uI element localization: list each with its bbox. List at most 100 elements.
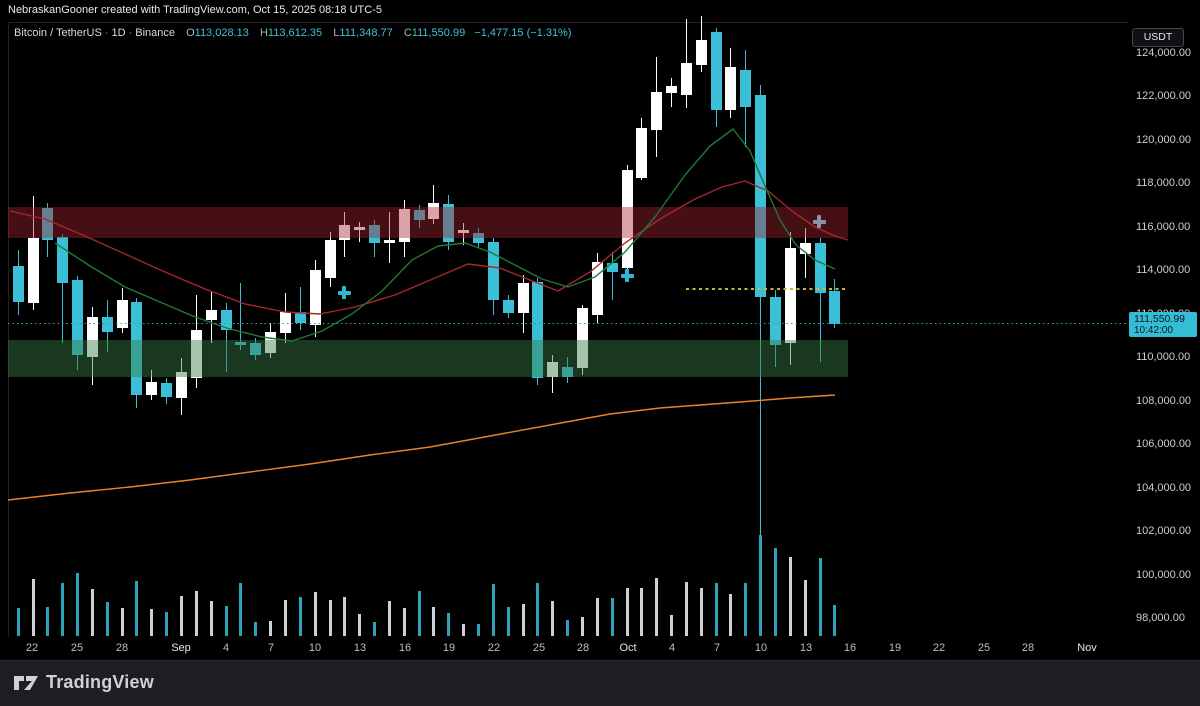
symbol-title[interactable]: Bitcoin / TetherUS [14,27,102,39]
time-axis-label: 13 [799,642,813,654]
volume-bar [684,582,688,636]
candle [220,309,232,330]
candle [279,311,291,333]
volume-bar [610,598,614,636]
candle [27,237,39,303]
candle-wick [463,222,465,245]
ohlc-close-key: C [403,27,412,39]
candle [339,224,351,240]
volume-bar [551,601,555,636]
candle [562,366,574,377]
candle [680,62,692,95]
tradingview-logo[interactable]: TradingView [13,672,154,693]
candle-wick [240,282,242,350]
candle [443,203,455,242]
currency-toggle-button[interactable]: USDT [1132,28,1184,47]
volume-bar [209,601,213,636]
candle [250,342,262,355]
time-axis-label: 4 [222,642,230,654]
time-axis[interactable]: 22 25 28 Sep 4 7 10 13 16 19 22 25 28 Oct 4 7 10 13 16 19 22… [0,637,1200,660]
time-axis-label: 22 [932,642,946,654]
volume-bar [328,600,332,636]
last-price-value: 111,550.99 [1134,312,1185,325]
price-axis-label: 104,000.00 [1136,481,1192,494]
volume-bar [833,605,837,636]
time-axis-label: 25 [977,642,991,654]
candle [309,269,321,325]
volume-bar [194,591,198,636]
time-axis-label: 25 [70,642,84,654]
candle [547,361,559,377]
candle [413,209,425,220]
volume-bar [180,596,183,636]
candle-wick [359,221,361,242]
volume-bar [254,622,258,636]
volume-bar [699,588,703,636]
price-axis[interactable]: USDT 111,550.99 10:42:00 124,000.00 122,0… [1128,22,1200,637]
volume-bar [432,607,436,636]
price-axis-label: 110,000.00 [1136,351,1191,364]
price-axis-label: 122,000.00 [1136,90,1192,103]
time-axis-label: 19 [442,642,456,654]
candle [42,207,54,240]
volume-bar [625,588,629,636]
candle [324,239,336,278]
volume-bar [239,583,243,636]
time-axis-label: 13 [353,642,367,654]
candle [354,226,366,230]
candle [190,329,202,378]
volume-bar [774,548,777,636]
candle [784,247,796,343]
time-axis-label: 4 [668,642,676,654]
time-axis-label: 10 [754,642,768,654]
candle [265,331,277,353]
candle [57,236,69,283]
candle [755,94,767,297]
volume-bar [16,608,20,636]
ohlc-high-value: 113,612.35 [267,27,323,39]
price-axis-label: 100,000.00 [1136,568,1192,581]
interval-label[interactable]: 1D [111,27,126,39]
volume-bar [269,621,273,636]
candle [487,241,499,300]
volume-bar [283,600,287,636]
ohlc-open-value: 113,028.13 [194,27,249,39]
time-axis-label: 22 [25,642,39,654]
candle [636,127,648,178]
candle-wick [299,286,301,330]
volume-bar [580,617,584,636]
volume-bar [714,583,718,636]
candle [621,169,633,268]
price-axis-label: 120,000.00 [1136,133,1192,146]
candle [532,281,544,378]
candle [829,291,841,324]
tradingview-logo-icon [14,675,38,690]
volume-bar [566,620,570,636]
time-axis-label: 28 [1021,642,1035,654]
attribution-bar: NebraskanGooner created with TradingView… [0,0,1200,22]
volume-bar [759,535,763,636]
volume-bar [387,601,391,636]
volume-bar [655,578,659,636]
candle [235,341,247,345]
price-axis-label: 114,000.00 [1136,264,1191,277]
change-value: −1,477.15 (−1.31%) [474,27,572,39]
time-axis-label: 7 [713,642,721,654]
bar-countdown: 10:42:00 [1134,324,1173,336]
volume-bar [76,573,80,636]
price-axis-label: 98,000.00 [1136,611,1185,624]
volume-bar [506,607,510,636]
candle [146,381,158,395]
candle [606,262,618,272]
volume-bar [313,592,317,636]
candle [12,265,24,302]
volume-bar [417,591,421,636]
candle [576,307,588,368]
candle [131,301,143,395]
volume-bar [595,598,599,636]
volume-bar [788,557,792,636]
price-axis-label: 118,000.00 [1136,177,1191,190]
volume-bar [150,609,154,636]
volume-bar [31,579,35,636]
